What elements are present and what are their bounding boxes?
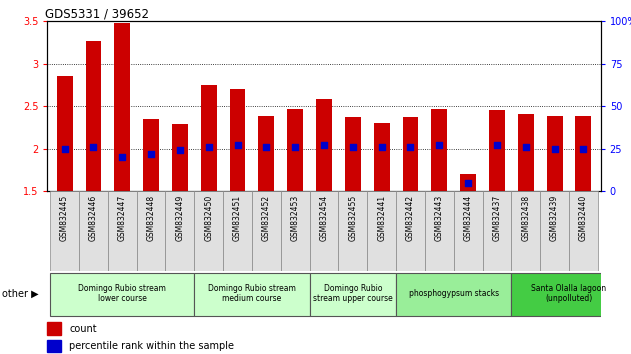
- Bar: [172, 124, 188, 191]
- Point: [175, 148, 185, 153]
- Bar: [57, 76, 73, 191]
- FancyBboxPatch shape: [367, 191, 396, 271]
- Text: GSM832453: GSM832453: [291, 195, 300, 241]
- Point: [550, 146, 560, 152]
- Point: [348, 144, 358, 150]
- Bar: [460, 174, 476, 191]
- FancyBboxPatch shape: [79, 191, 108, 271]
- Point: [59, 146, 69, 152]
- Text: GSM832451: GSM832451: [233, 195, 242, 241]
- FancyBboxPatch shape: [454, 191, 483, 271]
- Text: GDS5331 / 39652: GDS5331 / 39652: [45, 7, 148, 20]
- FancyBboxPatch shape: [310, 191, 338, 271]
- FancyBboxPatch shape: [194, 191, 223, 271]
- Text: phosphogypsum stacks: phosphogypsum stacks: [409, 289, 498, 298]
- Bar: [575, 116, 591, 191]
- Text: GSM832446: GSM832446: [89, 195, 98, 241]
- Text: Domingo Rubio stream
medium course: Domingo Rubio stream medium course: [208, 284, 296, 303]
- Text: Domingo Rubio
stream upper course: Domingo Rubio stream upper course: [313, 284, 392, 303]
- Text: count: count: [69, 324, 97, 333]
- Point: [204, 144, 214, 150]
- Point: [434, 142, 444, 148]
- Text: GSM832438: GSM832438: [521, 195, 530, 241]
- FancyBboxPatch shape: [511, 273, 627, 316]
- FancyBboxPatch shape: [511, 191, 540, 271]
- FancyBboxPatch shape: [338, 191, 367, 271]
- Text: GSM832454: GSM832454: [319, 195, 329, 241]
- Point: [88, 144, 98, 150]
- FancyBboxPatch shape: [252, 191, 281, 271]
- Bar: [489, 110, 505, 191]
- Bar: [47, 340, 61, 352]
- FancyBboxPatch shape: [50, 191, 79, 271]
- Point: [117, 154, 127, 160]
- Bar: [345, 117, 361, 191]
- Point: [377, 144, 387, 150]
- Bar: [114, 23, 130, 191]
- Bar: [316, 99, 332, 191]
- FancyBboxPatch shape: [194, 273, 310, 316]
- Text: GSM832455: GSM832455: [348, 195, 357, 241]
- Text: GSM832442: GSM832442: [406, 195, 415, 241]
- FancyBboxPatch shape: [223, 191, 252, 271]
- FancyBboxPatch shape: [137, 191, 165, 271]
- Text: GSM832439: GSM832439: [550, 195, 559, 241]
- FancyBboxPatch shape: [396, 191, 425, 271]
- Text: GSM832437: GSM832437: [492, 195, 502, 241]
- Point: [290, 144, 300, 150]
- Point: [521, 144, 531, 150]
- Text: percentile rank within the sample: percentile rank within the sample: [69, 341, 235, 351]
- Bar: [287, 109, 303, 191]
- Bar: [259, 115, 274, 191]
- Text: GSM832448: GSM832448: [146, 195, 156, 241]
- FancyBboxPatch shape: [50, 273, 194, 316]
- FancyBboxPatch shape: [540, 191, 569, 271]
- Text: GSM832452: GSM832452: [262, 195, 271, 241]
- FancyBboxPatch shape: [108, 191, 137, 271]
- Bar: [143, 119, 159, 191]
- Point: [463, 180, 473, 185]
- Text: GSM832445: GSM832445: [60, 195, 69, 241]
- Bar: [86, 41, 102, 191]
- Point: [492, 142, 502, 148]
- Bar: [230, 89, 245, 191]
- Point: [319, 142, 329, 148]
- Bar: [374, 123, 389, 191]
- Text: GSM832441: GSM832441: [377, 195, 386, 241]
- Point: [261, 144, 271, 150]
- FancyBboxPatch shape: [281, 191, 310, 271]
- Bar: [546, 116, 562, 191]
- Text: GSM832444: GSM832444: [464, 195, 473, 241]
- Text: GSM832449: GSM832449: [175, 195, 184, 241]
- FancyBboxPatch shape: [165, 191, 194, 271]
- FancyBboxPatch shape: [396, 273, 511, 316]
- Bar: [201, 85, 216, 191]
- Text: Domingo Rubio stream
lower course: Domingo Rubio stream lower course: [78, 284, 166, 303]
- Bar: [518, 114, 534, 191]
- Point: [406, 144, 416, 150]
- FancyBboxPatch shape: [425, 191, 454, 271]
- Text: GSM832447: GSM832447: [118, 195, 127, 241]
- Text: Santa Olalla lagoon
(unpolluted): Santa Olalla lagoon (unpolluted): [531, 284, 606, 303]
- Text: GSM832450: GSM832450: [204, 195, 213, 241]
- FancyBboxPatch shape: [569, 191, 598, 271]
- Point: [146, 151, 156, 156]
- Text: GSM832443: GSM832443: [435, 195, 444, 241]
- Point: [579, 146, 589, 152]
- Bar: [432, 109, 447, 191]
- Text: other ▶: other ▶: [2, 289, 38, 299]
- Bar: [47, 322, 61, 335]
- FancyBboxPatch shape: [483, 191, 511, 271]
- Text: GSM832440: GSM832440: [579, 195, 588, 241]
- Bar: [403, 117, 418, 191]
- FancyBboxPatch shape: [310, 273, 396, 316]
- Point: [232, 142, 242, 148]
